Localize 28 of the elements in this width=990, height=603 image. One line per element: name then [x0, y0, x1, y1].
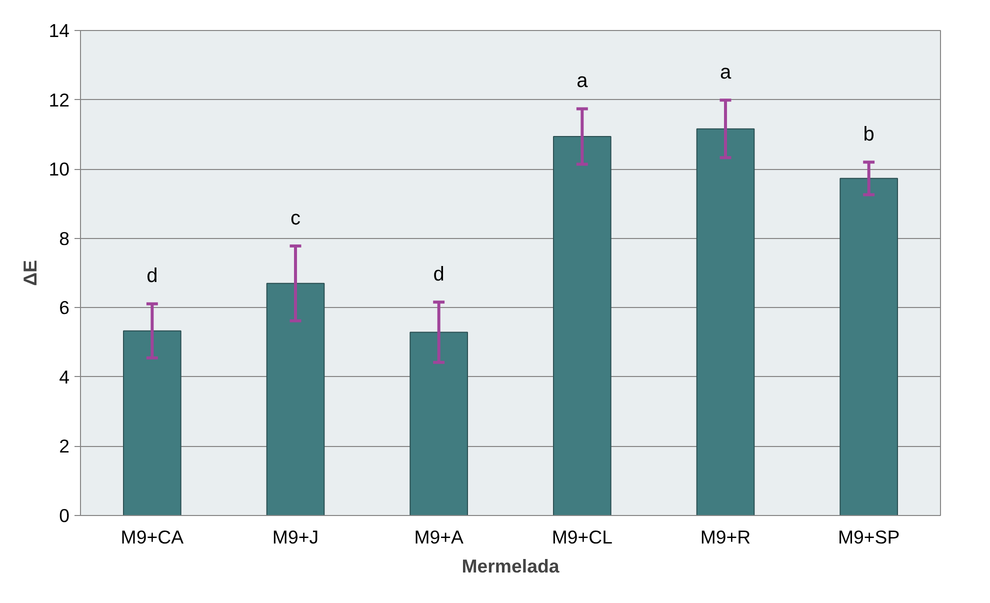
- annotation: a: [576, 70, 589, 92]
- annotation: d: [146, 265, 158, 288]
- x-tick-label: M9+SP: [838, 526, 900, 548]
- y-tick-label: 6: [59, 297, 70, 318]
- bar: [553, 136, 612, 516]
- y-tick-label: 2: [59, 436, 70, 457]
- y-tick-label: 8: [59, 228, 70, 249]
- x-tick-label: M9+CA: [120, 526, 184, 548]
- y-tick-label: 10: [48, 158, 70, 180]
- x-axis-title: Mermelada: [462, 556, 560, 576]
- y-tick-label: 12: [48, 89, 70, 110]
- x-tick-label: M9+A: [414, 526, 464, 548]
- annotation: a: [720, 61, 732, 84]
- x-tick-label: M9+CL: [552, 526, 613, 548]
- bar: [266, 282, 325, 516]
- annotation: d: [433, 263, 444, 286]
- bar: [123, 330, 182, 516]
- x-tick-label: M9+R: [700, 526, 751, 548]
- y-tick-label: 14: [48, 20, 70, 41]
- y-axis-title: ΔE: [20, 260, 41, 286]
- bar: [410, 332, 468, 516]
- y-tick-label: 0: [59, 505, 70, 526]
- annotation: b: [863, 123, 874, 146]
- annotation: c: [290, 207, 300, 230]
- y-tick-label: 4: [59, 366, 70, 388]
- x-tick-label: M9+J: [272, 526, 319, 548]
- bar: [840, 178, 898, 516]
- bar: [696, 128, 755, 516]
